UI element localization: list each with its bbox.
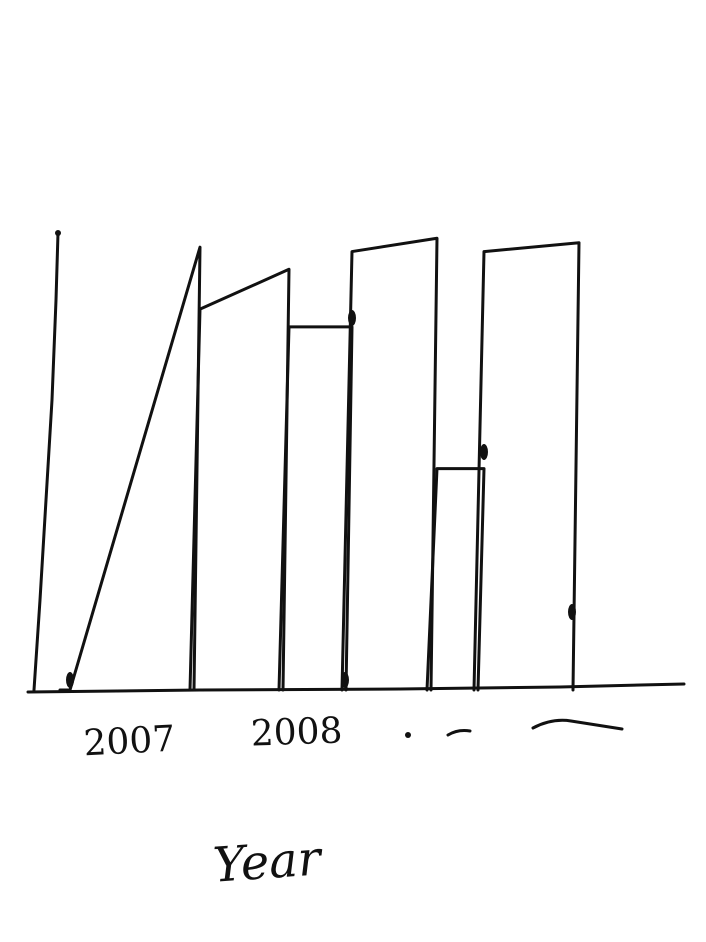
x-axis-title: Year (211, 830, 325, 894)
unlabeled-tick-mark-1 (405, 729, 472, 738)
x-tick-label-2008: 2008 (250, 710, 343, 754)
x-tick-label-2007: 2007 (83, 719, 177, 765)
ink-blot-2 (341, 672, 349, 688)
y-axis (32, 231, 60, 692)
ink-blot-4 (480, 444, 488, 460)
bars-group (58, 236, 581, 692)
ink-blot-1 (66, 672, 74, 688)
bar-4 (340, 236, 439, 692)
unlabeled-tick-mark-2 (531, 718, 624, 731)
y-axis-top-dot (55, 230, 61, 236)
ink-blot-5 (568, 604, 576, 620)
x-axis (26, 682, 686, 694)
bar-6 (472, 241, 581, 692)
bar-3 (277, 325, 354, 692)
ink-blot-3 (348, 310, 356, 326)
bar-5 (425, 467, 486, 692)
